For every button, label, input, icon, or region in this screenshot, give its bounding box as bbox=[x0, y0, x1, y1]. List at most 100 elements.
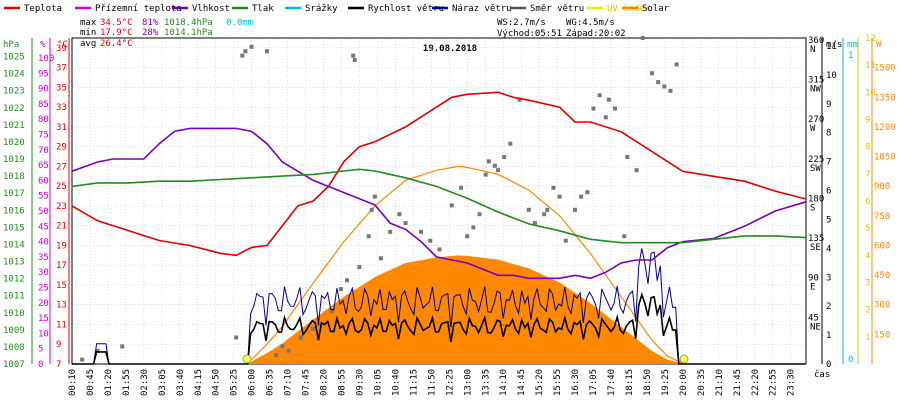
wind-direction-point bbox=[622, 234, 627, 239]
wind-direction-point bbox=[274, 353, 279, 358]
temp-tick: 23 bbox=[56, 202, 67, 212]
stats-avg-label: avg bbox=[80, 39, 96, 49]
uv-tick: 5 bbox=[865, 224, 870, 234]
temp-tick: 15 bbox=[56, 281, 67, 291]
temp-tick: 29 bbox=[56, 143, 67, 153]
wind-direction-point bbox=[532, 221, 537, 226]
hum-tick: 10 bbox=[38, 329, 49, 339]
stats-block: max 34.5°C 81% 1018.4hPa 0.0mm min 17.9°C 28% 10… bbox=[80, 18, 626, 49]
wind-tick: 2 bbox=[826, 302, 831, 312]
uv-tick: 3 bbox=[865, 279, 870, 289]
hum-tick: 60 bbox=[38, 176, 49, 186]
x-tick-label: 08:20 bbox=[320, 369, 330, 396]
dir-tick-name: N bbox=[810, 45, 815, 55]
temp-tick: 33 bbox=[56, 103, 67, 113]
x-tick-label: 06:35 bbox=[266, 369, 276, 396]
press-tick: 1010 bbox=[3, 309, 25, 319]
wind-direction-point bbox=[517, 97, 522, 102]
wind-direction-point bbox=[372, 194, 377, 199]
x-tick-label: 15:20 bbox=[535, 369, 545, 396]
wind-direction-point bbox=[674, 62, 679, 67]
solar-tick: 1050 bbox=[874, 153, 896, 163]
data-lines bbox=[71, 36, 807, 365]
rain-tick: 1 bbox=[848, 51, 853, 61]
x-tick-label: 22:20 bbox=[751, 369, 761, 396]
wind-direction-point bbox=[542, 212, 547, 217]
x-tick-label: 18:15 bbox=[625, 369, 635, 396]
solar-tick: 150 bbox=[874, 330, 890, 340]
hum-tick: 5 bbox=[38, 345, 43, 355]
solar-tick: 750 bbox=[874, 212, 890, 222]
wind-direction-point bbox=[397, 212, 402, 217]
press-tick: 1025 bbox=[3, 53, 25, 63]
hum-tick: 85 bbox=[38, 100, 49, 110]
press-tick: 1016 bbox=[3, 206, 25, 216]
temp-unit: °C bbox=[57, 40, 68, 50]
wind-direction-point bbox=[465, 234, 470, 239]
wind-direction-point bbox=[471, 225, 476, 230]
press-tick: 1009 bbox=[3, 326, 25, 336]
wind-direction-point bbox=[634, 168, 639, 173]
stats-min-hum: 28% bbox=[142, 28, 159, 38]
series-line-teplota bbox=[71, 91, 807, 257]
legend-label: Vlhkost bbox=[192, 4, 230, 14]
stats-max-press: 1018.4hPa bbox=[164, 18, 213, 28]
uv-tick: 12 bbox=[865, 34, 876, 44]
temp-tick: 13 bbox=[56, 301, 67, 311]
dir-tick-name: SE bbox=[810, 243, 821, 253]
rain-tick: 0 bbox=[848, 355, 853, 365]
hum-tick: 95 bbox=[38, 69, 49, 79]
x-tick-label: 17:05 bbox=[589, 369, 599, 396]
wind-direction-point bbox=[649, 71, 654, 76]
x-axis-ticks: 00:10 00:45 01:20 01:55 02:30 03:05 03:40 04:15… bbox=[68, 369, 797, 396]
dir-tick-name: SW bbox=[810, 164, 821, 174]
stats-min-temp: 17.9°C bbox=[100, 28, 133, 38]
legend-label: Náraz větru bbox=[452, 4, 512, 14]
dir-tick-name: E bbox=[810, 283, 815, 293]
dir-tick-name: NW bbox=[810, 84, 821, 94]
wind-direction-point bbox=[280, 344, 285, 349]
wind-direction-point bbox=[317, 322, 322, 327]
uv-tick: 4 bbox=[865, 251, 870, 261]
wind-direction-point bbox=[311, 326, 316, 331]
temp-tick: 39 bbox=[56, 44, 67, 54]
hum-tick: 0 bbox=[38, 360, 43, 370]
temp-tick: 11 bbox=[56, 320, 67, 330]
wind-direction-point bbox=[585, 190, 590, 195]
chart-title: 19.08.2018 bbox=[423, 44, 477, 54]
x-tick-label: 18:50 bbox=[643, 369, 653, 396]
hum-tick: 35 bbox=[38, 253, 49, 263]
solar-tick: 1200 bbox=[874, 123, 896, 133]
wind-direction-point bbox=[625, 154, 630, 159]
series-line-tlak bbox=[71, 168, 807, 244]
x-tick-label: 21:45 bbox=[733, 369, 743, 396]
uv-tick: 1 bbox=[865, 333, 870, 343]
wind-direction-point bbox=[240, 53, 245, 58]
x-tick-label: 10:05 bbox=[373, 369, 383, 396]
press-tick: 1024 bbox=[3, 70, 25, 80]
hum-tick: 20 bbox=[38, 299, 49, 309]
wind-direction-point bbox=[492, 163, 497, 168]
x-tick-label: 04:15 bbox=[194, 369, 204, 396]
dir-tick-deg: 180 bbox=[808, 194, 824, 204]
press-tick: 1017 bbox=[3, 189, 25, 199]
x-tick-label: 21:10 bbox=[715, 369, 725, 396]
x-tick-label: 07:10 bbox=[284, 369, 294, 396]
wind-direction-point bbox=[662, 84, 667, 89]
solar-area bbox=[246, 255, 685, 364]
solar-tick: 600 bbox=[874, 241, 890, 251]
wind-direction-point bbox=[234, 335, 239, 340]
sun-marker bbox=[242, 354, 252, 364]
wind-direction-point bbox=[579, 194, 584, 199]
wind-direction-point bbox=[508, 141, 513, 146]
wind-direction-point bbox=[357, 265, 362, 270]
hum-tick: 90 bbox=[38, 85, 49, 95]
wind-direction-point bbox=[437, 247, 442, 252]
wind-direction-point bbox=[338, 287, 343, 292]
wind-direction-point bbox=[557, 194, 562, 199]
x-tick-label: 08:55 bbox=[338, 369, 348, 396]
x-tick-label: 13:00 bbox=[463, 369, 473, 396]
wind-direction-point bbox=[243, 49, 248, 54]
x-tick-label: 14:10 bbox=[499, 369, 509, 396]
press-tick: 1014 bbox=[3, 240, 25, 250]
